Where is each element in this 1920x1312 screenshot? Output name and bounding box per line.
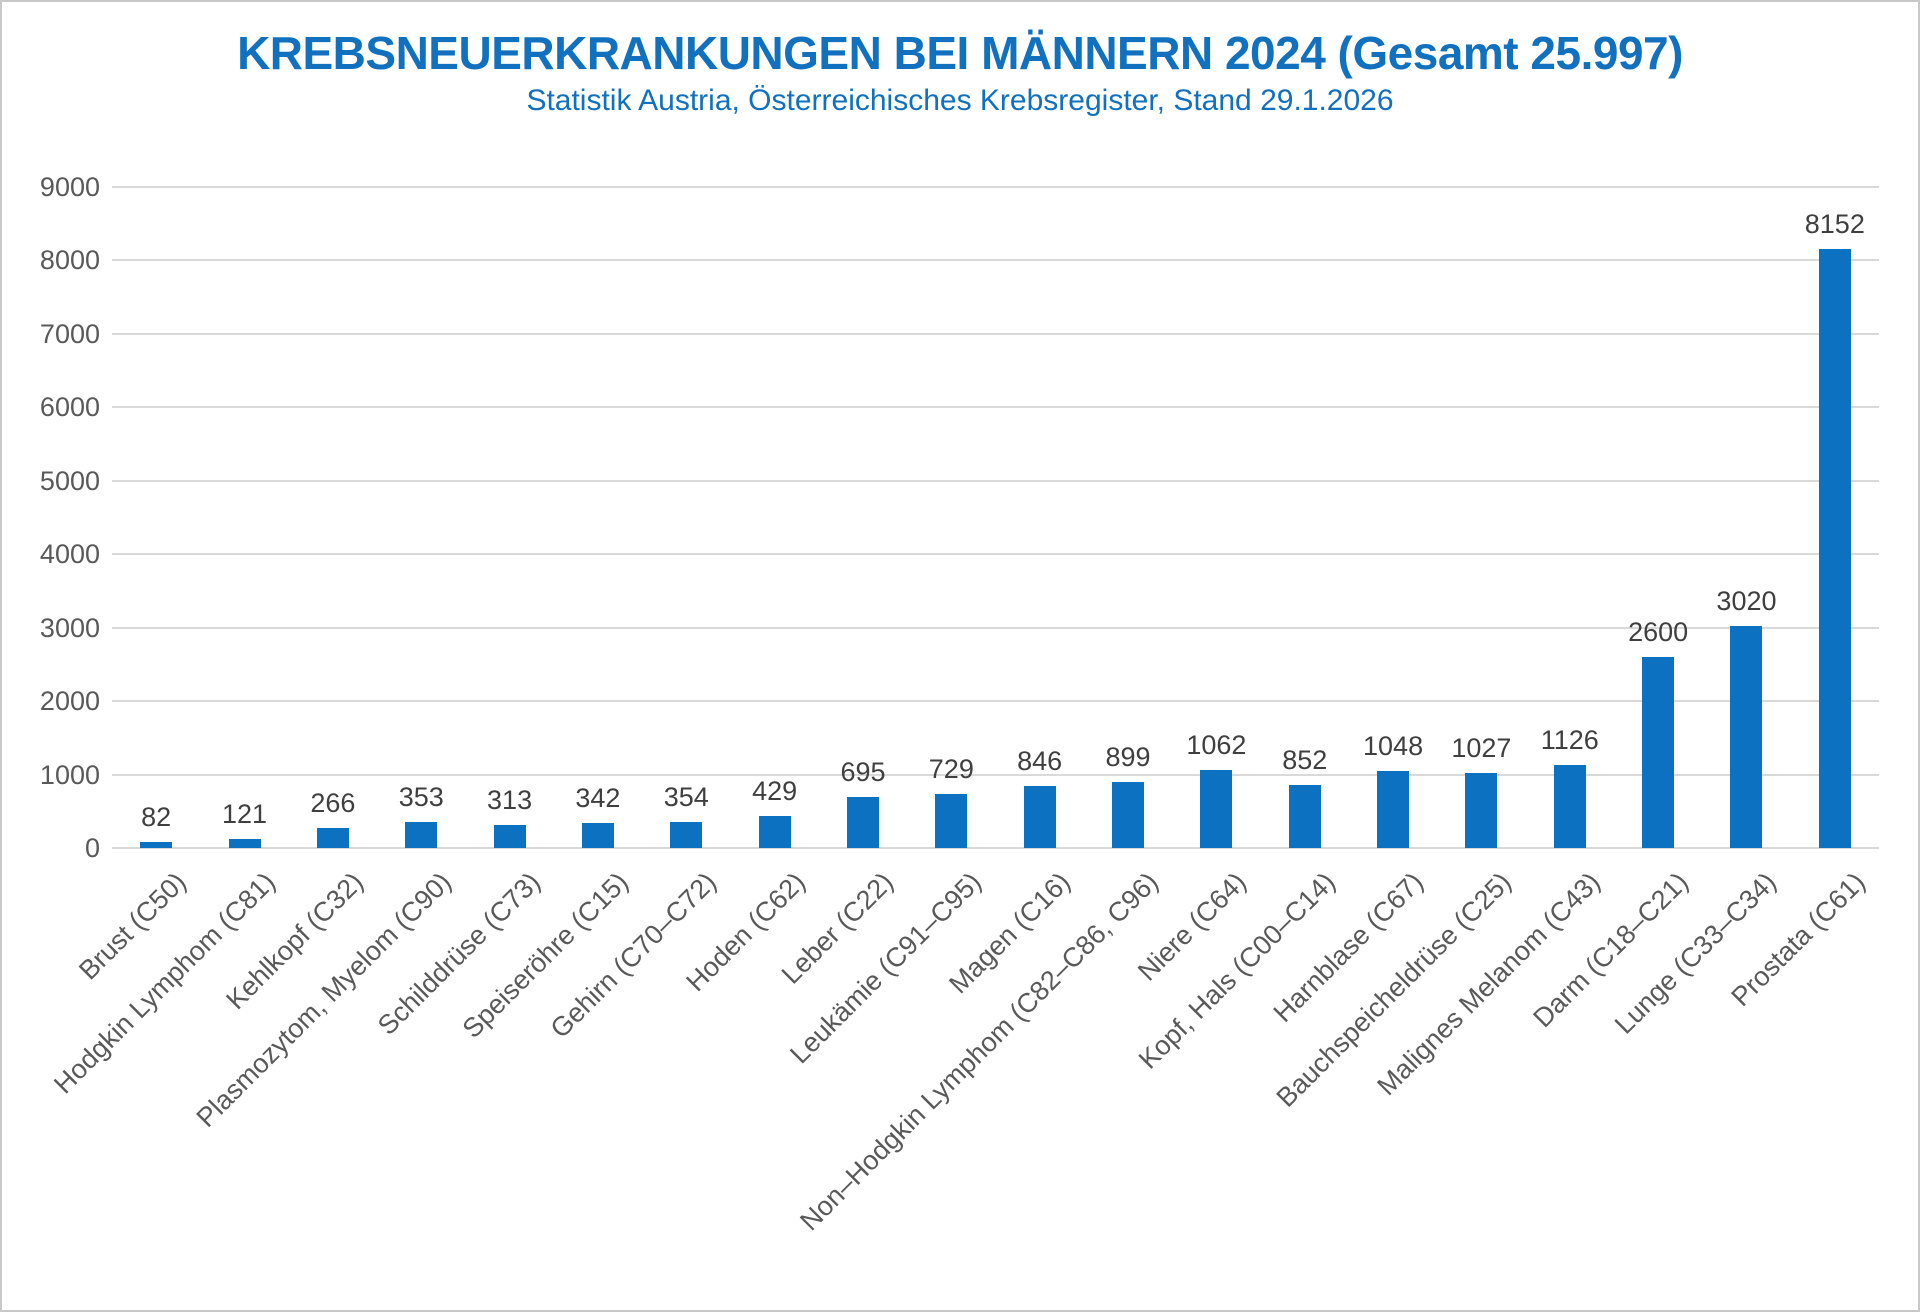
bar [1730,626,1763,848]
bar-value-label: 429 [752,776,798,807]
bar-value-label: 342 [575,782,621,813]
gridline [112,773,1879,776]
y-tick-label: 1000 [39,759,100,790]
y-tick-label: 0 [84,833,100,863]
y-tick-label: 9000 [39,172,100,202]
y-tick-label: 7000 [39,318,100,349]
bar [1023,785,1056,848]
bar-value-label: 1126 [1540,725,1599,756]
bar-value-label: 1062 [1186,730,1247,760]
bar-value-label: 1048 [1363,731,1424,762]
bar [228,839,261,848]
bar-value-label: 695 [840,756,886,787]
bar [758,816,791,848]
gridline [112,553,1879,556]
gridline [112,332,1879,335]
chart-subtitle: Statistik Austria, Österreichisches Kreb… [526,84,1394,117]
bar-value-label: 353 [398,782,444,813]
bar-value-label: 8152 [1804,209,1865,240]
bar [1112,781,1145,848]
bar-value-label: 121 [221,799,268,830]
y-tick-label: 8000 [39,245,100,276]
gridline [112,479,1879,482]
bar [1818,249,1851,848]
bar-value-label: 3020 [1716,586,1777,617]
chart-title: KREBSNEUERKRANKUNGEN BEI MÄNNERN 2024 (G… [237,27,1683,79]
bar-value-label: 1027 [1451,732,1512,763]
gridline [112,259,1879,262]
bar-value-label: 852 [1282,745,1328,776]
bar [1642,657,1675,848]
bar [1465,772,1498,848]
y-tick-label: 2000 [39,686,100,717]
bar-value-label: 729 [928,754,974,785]
gridline [112,626,1879,629]
bar [1288,785,1321,848]
bar-value-label: 266 [310,788,356,819]
bar [846,796,879,848]
bar [1377,771,1410,848]
bar [316,828,349,848]
y-tick-label: 4000 [39,539,100,570]
y-tick-label: 5000 [39,465,100,496]
bar [935,794,968,848]
gridline [112,186,1879,188]
gridline [112,847,1879,849]
bar-value-label: 313 [487,785,533,815]
bar-value-label: 846 [1017,745,1063,776]
y-tick-label: 3000 [39,612,100,643]
gridline [112,406,1879,409]
bar [140,841,173,848]
y-tick-label: 6000 [39,392,100,423]
bar-value-label: 899 [1105,741,1151,772]
gridline [112,700,1879,703]
bar [493,825,526,848]
bar [581,822,614,848]
bar-value-label: 82 [141,801,172,832]
bar-value-label: 354 [663,782,709,812]
bar [670,822,703,848]
bar [1553,765,1586,848]
bar [405,822,438,848]
bar-value-label: 2600 [1628,617,1689,648]
bar [1200,770,1233,848]
